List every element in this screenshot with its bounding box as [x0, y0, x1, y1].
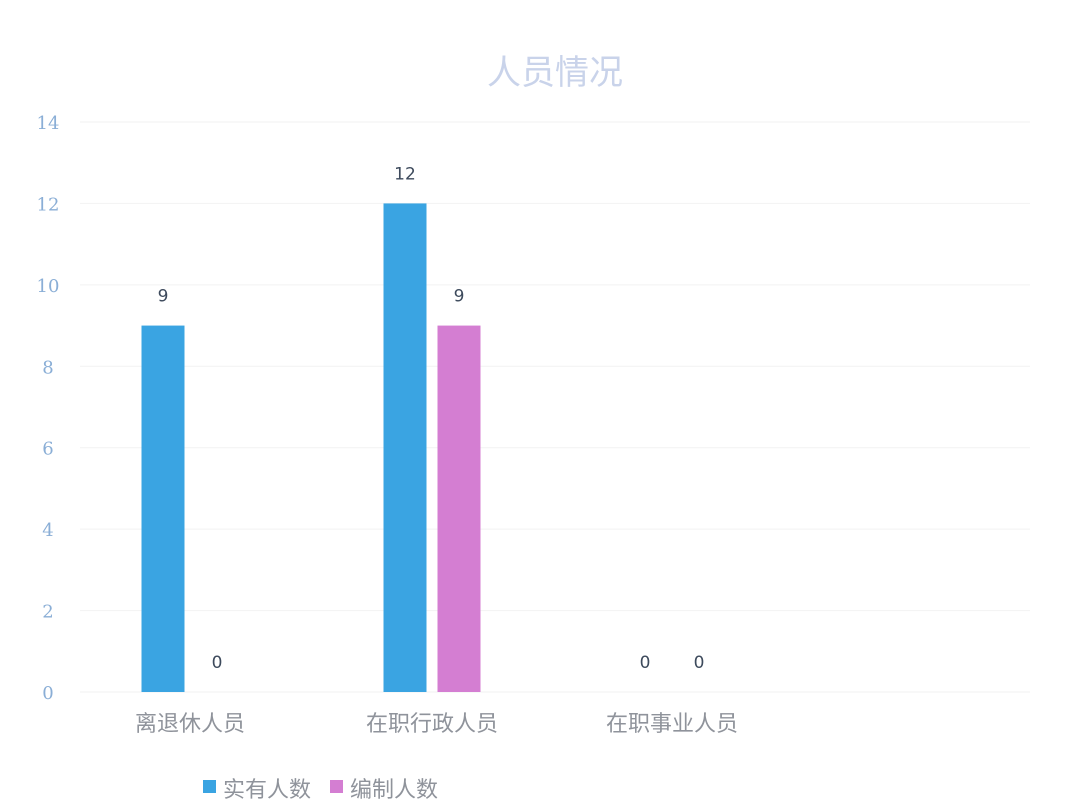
y-tick-label-12: 12 [37, 194, 60, 215]
data-label-series0-cat1: 12 [394, 164, 416, 184]
y-tick-label-0: 0 [42, 683, 53, 704]
legend-label-0: 实有人数 [223, 778, 311, 803]
data-label-series1-cat0: 0 [212, 653, 223, 673]
data-labels: 9 12 0 0 9 0 [158, 164, 705, 673]
x-tick-label-2: 在职事业人员 [606, 712, 738, 737]
data-label-series1-cat1: 9 [454, 287, 465, 307]
y-tick-label-2: 2 [42, 602, 53, 623]
legend: 实有人数 编制人数 [203, 778, 438, 803]
bars [141, 203, 481, 692]
bar-series0-cat1 [383, 203, 427, 692]
y-tick-label-8: 8 [42, 357, 53, 378]
x-axis-ticks: 离退休人员 在职行政人员 在职事业人员 [135, 712, 738, 737]
y-tick-label-14: 14 [37, 113, 60, 134]
bar-series1-cat1 [437, 325, 481, 692]
gridlines [80, 121, 1030, 693]
y-tick-label-4: 4 [42, 520, 53, 541]
data-label-series1-cat2: 0 [694, 653, 705, 673]
x-tick-label-0: 离退休人员 [135, 712, 245, 737]
legend-swatch-1 [330, 780, 343, 793]
x-tick-label-1: 在职行政人员 [366, 712, 498, 737]
chart-title: 人员情况 [487, 53, 623, 93]
data-label-series0-cat2: 0 [640, 653, 651, 673]
y-tick-label-6: 6 [42, 439, 53, 460]
legend-swatch-0 [203, 780, 216, 793]
bar-series0-cat0 [141, 325, 185, 692]
y-tick-label-10: 10 [37, 276, 60, 297]
legend-label-1: 编制人数 [350, 778, 438, 803]
y-axis-ticks: 0 2 4 6 8 10 12 14 [37, 113, 60, 704]
data-label-series0-cat0: 9 [158, 287, 169, 307]
